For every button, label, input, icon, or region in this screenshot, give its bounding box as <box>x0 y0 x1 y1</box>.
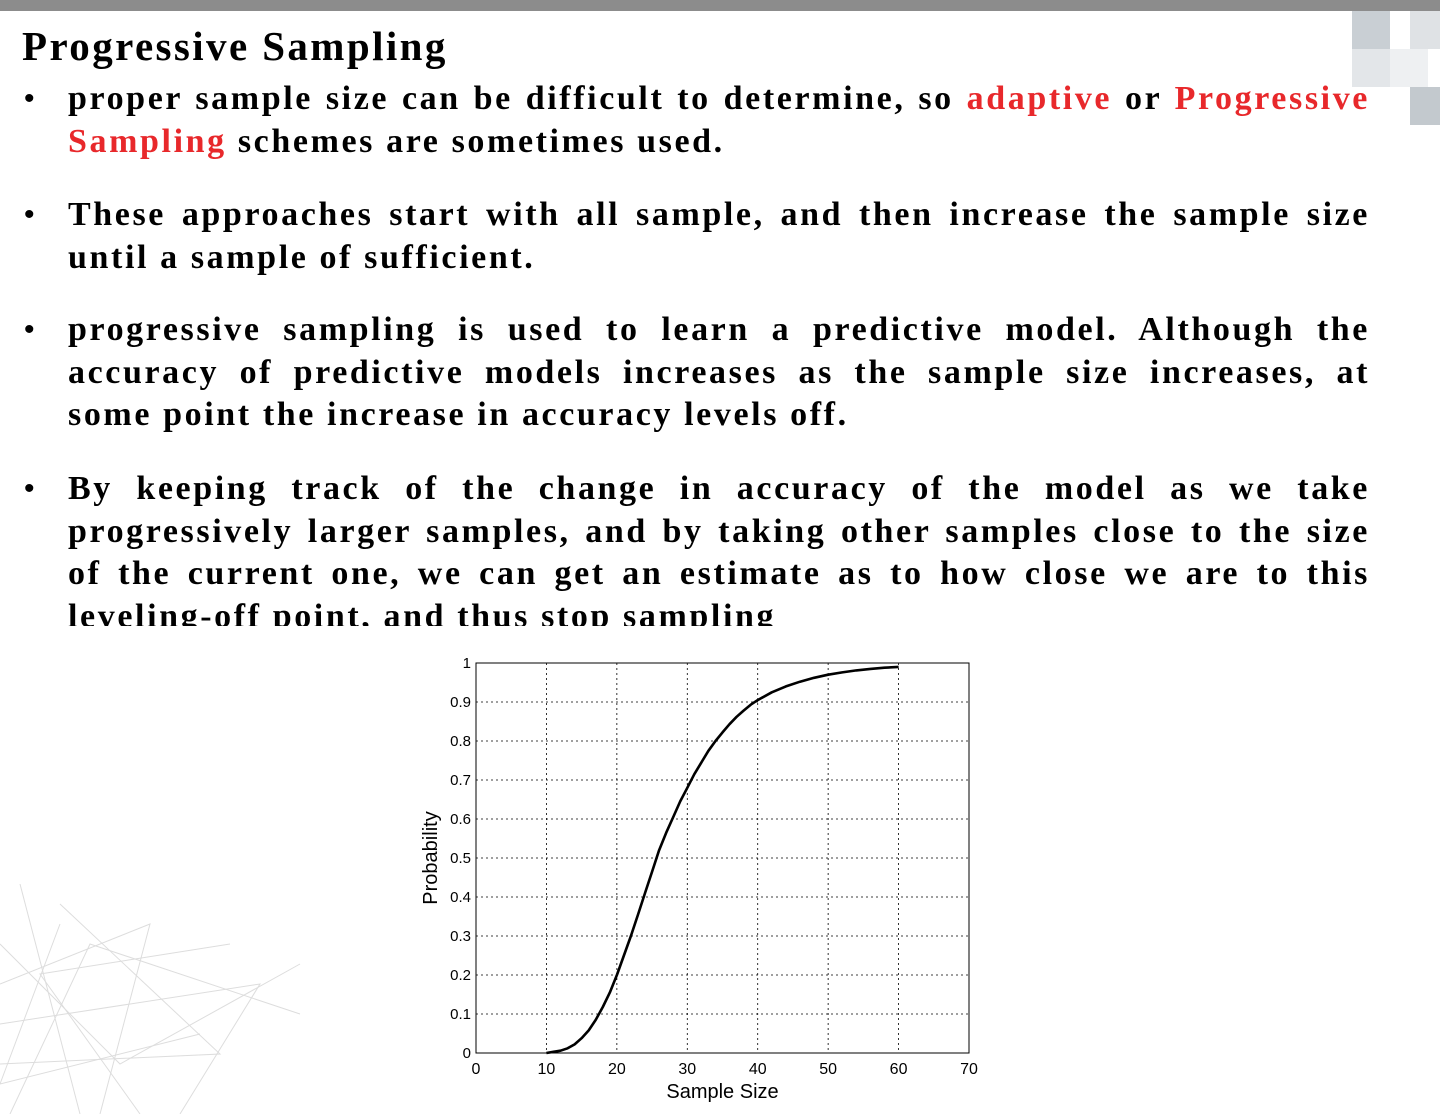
bullet-text-run: or <box>1112 80 1175 117</box>
corner-network-decoration <box>0 884 301 1114</box>
chart-grid <box>476 663 969 1053</box>
bullet-text-run: proper sample size can be difficult to d… <box>68 80 967 117</box>
bullet-dot: • <box>24 313 35 346</box>
bullet-text-run: schemes are sometimes used. <box>226 122 725 160</box>
bullet-text-run: progressive sampling is used to learn a … <box>68 311 1370 433</box>
bullet-text: progressive sampling is used to learn a … <box>68 309 1370 437</box>
y-tick-label: 0.6 <box>450 811 471 828</box>
slide-title: Progressive Sampling <box>22 23 448 69</box>
bullet-dot: • <box>24 472 35 505</box>
y-axis-label: Probability <box>420 811 442 904</box>
y-tick-label: 0.3 <box>450 928 471 945</box>
chart-series-layer <box>546 665 899 1055</box>
y-tick-label: 0.5 <box>450 850 471 867</box>
series-line <box>546 665 899 1055</box>
y-tick-label: 0.8 <box>450 733 471 750</box>
y-tick-label: 0 <box>463 1045 471 1062</box>
x-tick-label: 30 <box>678 1061 696 1078</box>
probability-chart: 0 10 20 30 40 50 60 70 0 0.1 0.2 0.3 0.4 0.5 0.6 0.7 0.8… <box>420 655 978 1103</box>
x-tick-label: 20 <box>608 1061 626 1078</box>
x-tick-label: 40 <box>749 1061 767 1078</box>
highlighted-term: adaptive <box>966 80 1113 117</box>
y-tick-label: 0.4 <box>450 889 471 906</box>
corner-squares-decoration <box>1352 11 1440 125</box>
top-bar <box>0 0 1440 11</box>
bullet-text-run: By keeping track of the change in accura… <box>68 470 1370 626</box>
bullet-text-run: These approaches start with all sample, … <box>68 196 1370 276</box>
bullet-list: • proper sample size can be difficult to… <box>0 78 1440 626</box>
x-tick-label: 60 <box>890 1061 908 1078</box>
bullet-dot: • <box>24 198 35 231</box>
x-axis-label: Sample Size <box>666 1081 778 1103</box>
bullet-text: proper sample size can be difficult to d… <box>68 78 1370 163</box>
bullet-dot: • <box>24 82 35 115</box>
y-tick-label: 1 <box>463 655 471 672</box>
highlighted-term: Progressive Sampling <box>68 80 1370 160</box>
bullet-text: These approaches start with all sample, … <box>68 194 1370 279</box>
y-tick-label: 0.7 <box>450 772 471 789</box>
plot-frame <box>475 662 970 1054</box>
x-tick-label: 70 <box>960 1061 978 1078</box>
x-tick-label: 0 <box>472 1061 481 1078</box>
tick-labels: 0 10 20 30 40 50 60 70 0 0.1 0.2 0.3 0.4 0.5 0.6 0.7 0.8… <box>450 655 978 1078</box>
x-tick-label: 10 <box>538 1061 556 1078</box>
bullet-text: By keeping track of the change in accura… <box>68 468 1370 626</box>
y-tick-label: 0.2 <box>450 967 471 984</box>
y-tick-label: 0.9 <box>450 694 471 711</box>
y-tick-label: 0.1 <box>450 1006 471 1023</box>
x-tick-label: 50 <box>819 1061 837 1078</box>
